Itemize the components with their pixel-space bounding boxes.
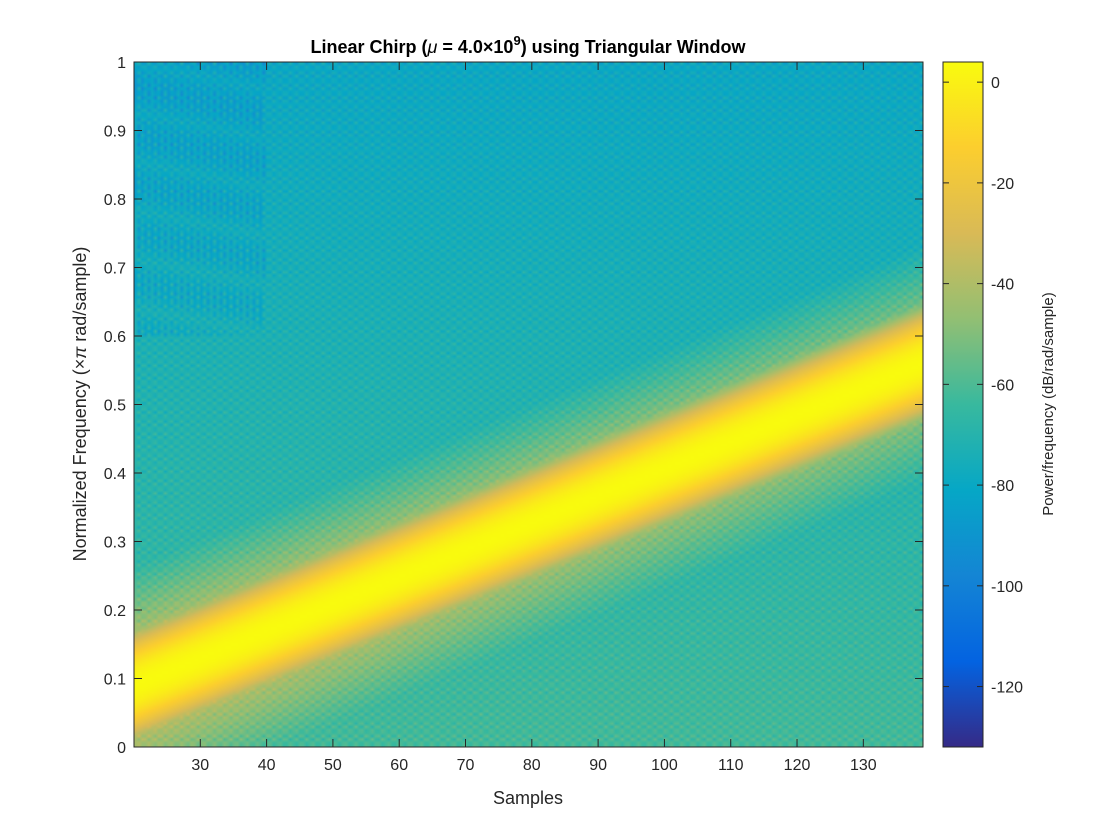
x-tick-label: 90 xyxy=(589,757,607,774)
colorbar: 0 -20 -40 -60 -80 -100 -120 xyxy=(942,61,1023,748)
colorbar-tick-label: -80 xyxy=(991,478,1014,495)
x-axis-ticks: 30 40 50 60 70 80 90 100 110 120 130 xyxy=(191,62,877,774)
x-tick-label: 60 xyxy=(390,757,408,774)
y-tick-label: 0.8 xyxy=(104,192,126,209)
x-tick-label: 80 xyxy=(523,757,541,774)
colorbar-label: Power/frequency (dB/rad/sample) xyxy=(1040,292,1057,515)
colorbar-tick-label: -20 xyxy=(991,176,1014,193)
x-tick-label: 110 xyxy=(718,757,744,774)
x-tick-label: 120 xyxy=(784,757,811,774)
x-axis-label: Samples xyxy=(493,788,563,808)
y-tick-label: 0.2 xyxy=(104,603,126,620)
y-tick-label: 0 xyxy=(117,740,126,757)
y-tick-label: 0.5 xyxy=(104,398,126,415)
spectrogram-image xyxy=(134,62,923,747)
y-tick-label: 0.3 xyxy=(104,535,126,552)
y-tick-label: 0.7 xyxy=(104,261,126,278)
y-tick-label: 0.4 xyxy=(104,466,126,483)
y-tick-label: 0.1 xyxy=(104,672,126,689)
x-tick-label: 40 xyxy=(258,757,276,774)
x-tick-label: 100 xyxy=(651,757,678,774)
y-axis-ticks: 0 0.1 0.2 0.3 0.4 0.5 0.6 0.7 0.8 0.9 1 xyxy=(104,55,923,757)
colorbar-tick-label: -60 xyxy=(991,377,1014,394)
x-tick-label: 130 xyxy=(850,757,877,774)
x-tick-label: 50 xyxy=(324,757,342,774)
y-tick-label: 1 xyxy=(117,55,126,72)
colorbar-tick-label: -120 xyxy=(991,680,1023,697)
spectrogram-plot: 30 40 50 60 70 80 90 100 110 120 130 0 0.1 0.2 0.3 0.4… xyxy=(104,55,924,774)
y-tick-label: 0.9 xyxy=(104,124,126,141)
colorbar-frame xyxy=(942,61,984,748)
colorbar-gradient xyxy=(943,62,983,747)
y-axis-label: Normalized Frequency (×π rad/sample) xyxy=(70,247,90,562)
chart-title: Linear Chirp (μ = 4.0×109) using Triangu… xyxy=(310,33,746,57)
x-tick-label: 30 xyxy=(191,757,209,774)
y-tick-label: 0.6 xyxy=(104,329,126,346)
colorbar-tick-label: 0 xyxy=(991,75,1000,92)
colorbar-ticks: 0 -20 -40 -60 -80 -100 -120 xyxy=(943,75,1023,697)
colorbar-tick-label: -40 xyxy=(991,277,1014,294)
colorbar-tick-label: -100 xyxy=(991,579,1023,596)
x-tick-label: 70 xyxy=(457,757,475,774)
